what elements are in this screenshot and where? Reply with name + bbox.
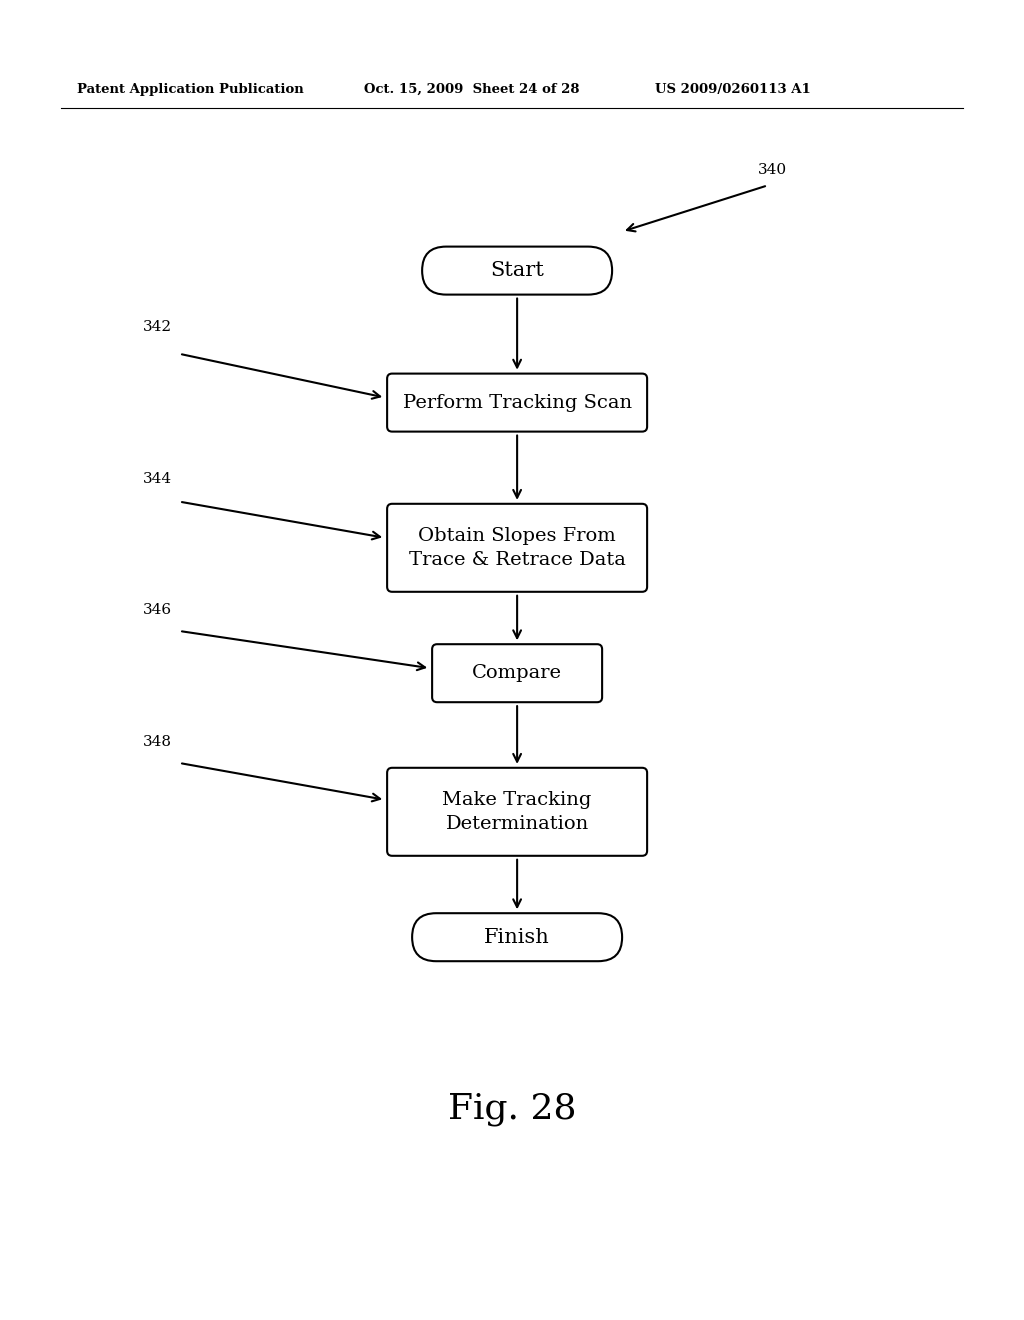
Text: 340: 340 [758, 164, 786, 177]
Text: US 2009/0260113 A1: US 2009/0260113 A1 [655, 83, 811, 96]
Text: Make Tracking
Determination: Make Tracking Determination [442, 791, 592, 833]
Text: Start: Start [490, 261, 544, 280]
Text: 344: 344 [143, 473, 172, 486]
FancyBboxPatch shape [387, 374, 647, 432]
FancyBboxPatch shape [387, 768, 647, 855]
Text: 342: 342 [143, 321, 172, 334]
Text: Obtain Slopes From
Trace & Retrace Data: Obtain Slopes From Trace & Retrace Data [409, 527, 626, 569]
FancyBboxPatch shape [432, 644, 602, 702]
Text: Patent Application Publication: Patent Application Publication [77, 83, 303, 96]
FancyBboxPatch shape [387, 504, 647, 591]
Text: 346: 346 [143, 603, 172, 616]
Text: Oct. 15, 2009  Sheet 24 of 28: Oct. 15, 2009 Sheet 24 of 28 [364, 83, 579, 96]
Text: Fig. 28: Fig. 28 [447, 1092, 577, 1126]
FancyBboxPatch shape [422, 247, 612, 294]
Text: Perform Tracking Scan: Perform Tracking Scan [402, 393, 632, 412]
Text: Compare: Compare [472, 664, 562, 682]
FancyBboxPatch shape [412, 913, 623, 961]
Text: Finish: Finish [484, 928, 550, 946]
Text: 348: 348 [143, 735, 172, 748]
